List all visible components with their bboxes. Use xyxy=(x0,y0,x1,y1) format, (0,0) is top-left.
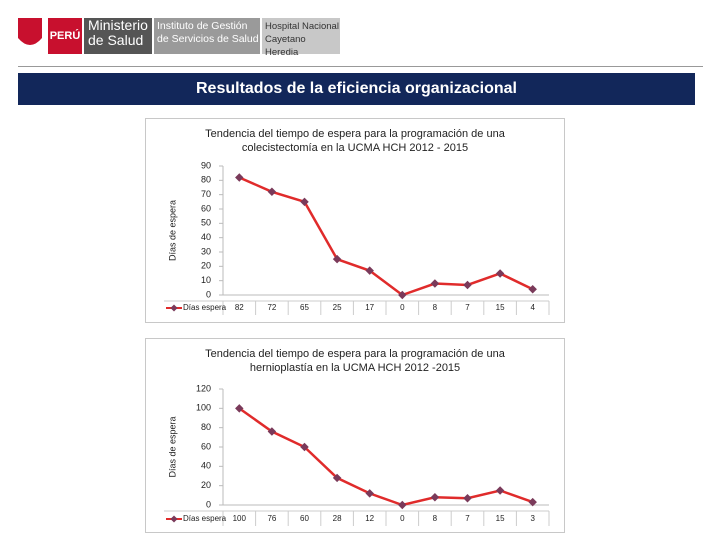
table-value: 76 xyxy=(267,514,276,523)
table-value: 7 xyxy=(465,514,470,523)
y-tick-label: 40 xyxy=(201,461,211,471)
y-axis-label: Días de espera xyxy=(167,200,177,261)
y-axis-label: Días de espera xyxy=(167,416,177,477)
table-value: 100 xyxy=(233,514,247,523)
legend-label: Días espera xyxy=(183,303,227,312)
chart-title: Tendencia del tiempo de espera para la p… xyxy=(205,348,505,374)
table-value: 0 xyxy=(400,514,405,523)
chart-title: Tendencia del tiempo de espera para la p… xyxy=(205,128,505,154)
legend-label: Días espera xyxy=(183,514,227,523)
peru-box xyxy=(48,18,82,54)
y-tick-label: 30 xyxy=(201,246,211,256)
y-tick-label: 40 xyxy=(201,232,211,242)
y-tick-label: 90 xyxy=(201,160,211,170)
y-tick-label: 0 xyxy=(206,499,211,509)
table-value: 15 xyxy=(496,514,505,523)
table-value: 65 xyxy=(300,303,309,312)
table-value: 15 xyxy=(496,303,505,312)
line-series xyxy=(238,176,534,297)
hospital: Hospital Nacional Cayetano Heredia xyxy=(265,21,339,58)
y-tick-label: 0 xyxy=(206,289,211,299)
shield-icon xyxy=(18,18,42,45)
legend-marker xyxy=(170,304,178,312)
chart: Días de espera 0 20 40 60 80 100 120 Días espera… xyxy=(145,338,565,533)
point xyxy=(495,486,505,495)
y-tick-label: 80 xyxy=(201,175,211,185)
point xyxy=(267,187,277,197)
point xyxy=(430,279,440,288)
table-value: 8 xyxy=(433,303,438,312)
point xyxy=(332,473,342,483)
table-value: 60 xyxy=(300,514,309,523)
point xyxy=(365,266,374,275)
point xyxy=(235,173,244,182)
divider xyxy=(18,66,703,67)
chart: Días de espera 0 10 20 30 40 50 60 70 80 90 Días es… xyxy=(145,118,565,323)
table-value: 28 xyxy=(333,514,342,523)
table-value: 4 xyxy=(530,303,535,312)
point xyxy=(528,497,537,507)
table-value: 72 xyxy=(267,303,276,312)
institute-box xyxy=(154,18,260,54)
point xyxy=(365,489,374,498)
institute: Instituto de Gestión de Servicios de Sal… xyxy=(157,20,259,45)
y-tick-label: 120 xyxy=(196,383,211,393)
y-tick-label: 20 xyxy=(201,261,211,271)
ministry: Ministerio de Salud xyxy=(88,17,148,48)
table-value: 7 xyxy=(465,303,470,312)
point xyxy=(332,254,342,264)
y-tick-label: 60 xyxy=(201,203,211,213)
y-tick-label: 10 xyxy=(201,275,211,285)
y-tick-label: 60 xyxy=(201,441,211,451)
ministry-box xyxy=(84,18,152,54)
y-tick-label: 80 xyxy=(201,422,211,432)
table-value: 25 xyxy=(333,303,342,312)
point xyxy=(463,280,472,290)
point xyxy=(300,442,309,452)
table-value: 82 xyxy=(235,303,244,312)
y-tick-label: 50 xyxy=(201,218,211,228)
point xyxy=(398,500,407,510)
table-value: 3 xyxy=(530,514,535,523)
y-tick-label: 70 xyxy=(201,189,211,199)
table-value: 0 xyxy=(400,303,405,312)
table-value: 12 xyxy=(365,514,374,523)
y-tick-label: 100 xyxy=(196,403,211,413)
table-value: 17 xyxy=(365,303,374,312)
hospital-box xyxy=(262,18,340,54)
slide-title: Resultados de la eficiencia organizacion… xyxy=(18,73,695,105)
point xyxy=(463,493,472,503)
y-tick-label: 20 xyxy=(201,480,211,490)
country: PERÚ xyxy=(50,29,81,42)
point xyxy=(300,197,309,207)
point xyxy=(495,269,505,278)
point xyxy=(267,427,277,436)
point xyxy=(528,285,537,294)
line-series xyxy=(238,407,534,507)
point xyxy=(430,493,440,502)
logo-bar: PERÚ xyxy=(18,18,340,54)
table-value: 8 xyxy=(433,514,438,523)
legend-marker xyxy=(170,515,178,523)
